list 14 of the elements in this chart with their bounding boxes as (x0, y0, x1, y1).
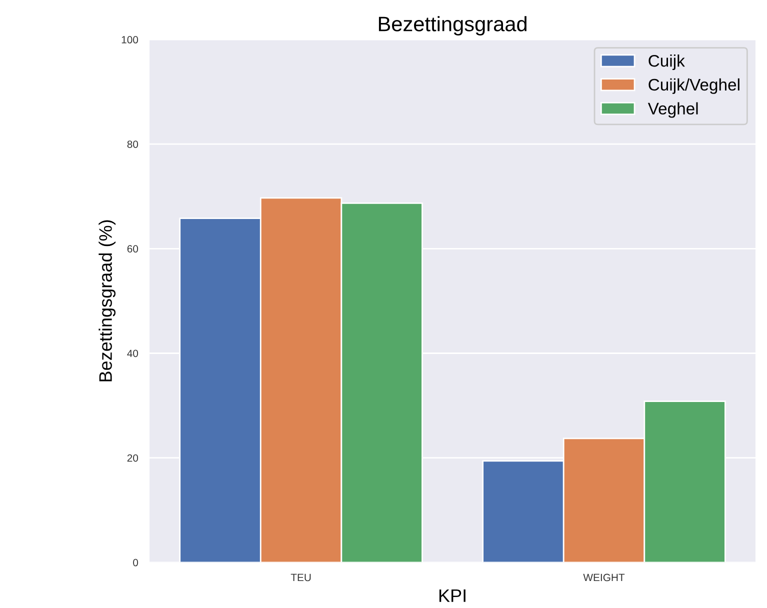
y-tick-label: 60 (127, 245, 138, 253)
y-tick-label: 40 (127, 350, 138, 358)
x-tick-label: WEIGHT (583, 574, 625, 582)
y-tick-label: 20 (127, 454, 138, 462)
legend-label: Veghel (648, 102, 698, 118)
y-axis-title: Bezettingsgraad (%) (98, 220, 116, 382)
y-tick-label: 80 (127, 140, 138, 148)
y-tick-label: 0 (133, 558, 138, 566)
legend-label: Cuijk/Veghel (648, 78, 740, 94)
chart-title: Bezettingsgraad (378, 16, 526, 36)
legend-label: Cuijk (648, 54, 685, 70)
y-tick-label: 100 (122, 36, 138, 44)
x-tick-label: TEU (290, 574, 311, 582)
x-axis-title: KPI (439, 589, 466, 602)
